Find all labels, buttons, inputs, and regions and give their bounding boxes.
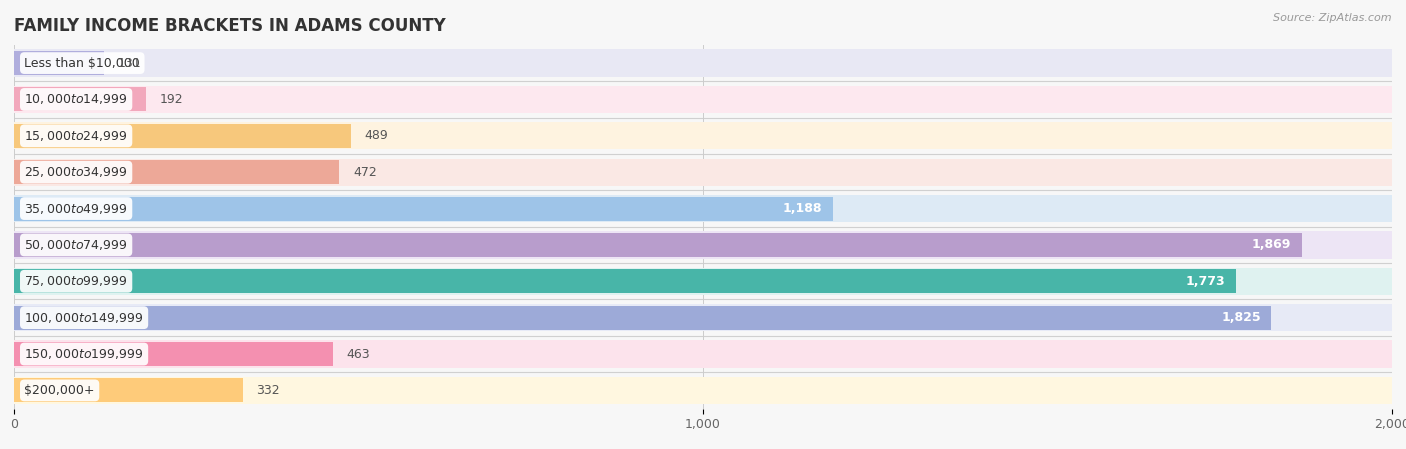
- Text: Source: ZipAtlas.com: Source: ZipAtlas.com: [1274, 13, 1392, 23]
- Text: 1,869: 1,869: [1251, 238, 1291, 251]
- Bar: [14, 269, 1236, 293]
- Text: 463: 463: [347, 348, 370, 361]
- Text: $50,000 to $74,999: $50,000 to $74,999: [24, 238, 128, 252]
- Text: $10,000 to $14,999: $10,000 to $14,999: [24, 92, 128, 106]
- Bar: [14, 122, 1392, 150]
- Text: $100,000 to $149,999: $100,000 to $149,999: [24, 311, 143, 325]
- Text: $35,000 to $49,999: $35,000 to $49,999: [24, 202, 128, 216]
- Bar: [14, 268, 1392, 295]
- Bar: [14, 195, 1392, 222]
- Text: $25,000 to $34,999: $25,000 to $34,999: [24, 165, 128, 179]
- Bar: [14, 304, 1392, 331]
- Text: 472: 472: [353, 166, 377, 179]
- Bar: [14, 379, 243, 402]
- Bar: [14, 160, 339, 184]
- Text: 489: 489: [364, 129, 388, 142]
- Text: 131: 131: [118, 57, 142, 70]
- Bar: [14, 231, 1392, 259]
- Text: FAMILY INCOME BRACKETS IN ADAMS COUNTY: FAMILY INCOME BRACKETS IN ADAMS COUNTY: [14, 17, 446, 35]
- Text: $15,000 to $24,999: $15,000 to $24,999: [24, 129, 128, 143]
- Text: 192: 192: [160, 93, 184, 106]
- Bar: [14, 197, 832, 220]
- Bar: [14, 51, 104, 75]
- Bar: [14, 233, 1302, 257]
- Bar: [14, 88, 146, 111]
- Bar: [14, 86, 1392, 113]
- Text: $150,000 to $199,999: $150,000 to $199,999: [24, 347, 143, 361]
- Bar: [14, 342, 333, 366]
- Text: Less than $10,000: Less than $10,000: [24, 57, 141, 70]
- Bar: [14, 340, 1392, 368]
- Text: 332: 332: [256, 384, 280, 397]
- Bar: [14, 377, 1392, 404]
- Bar: [14, 158, 1392, 186]
- Bar: [14, 124, 352, 148]
- Text: 1,188: 1,188: [783, 202, 823, 215]
- Text: $75,000 to $99,999: $75,000 to $99,999: [24, 274, 128, 288]
- Bar: [14, 49, 1392, 77]
- Text: 1,825: 1,825: [1222, 311, 1261, 324]
- Text: $200,000+: $200,000+: [24, 384, 94, 397]
- Text: 1,773: 1,773: [1185, 275, 1225, 288]
- Bar: [14, 306, 1271, 330]
